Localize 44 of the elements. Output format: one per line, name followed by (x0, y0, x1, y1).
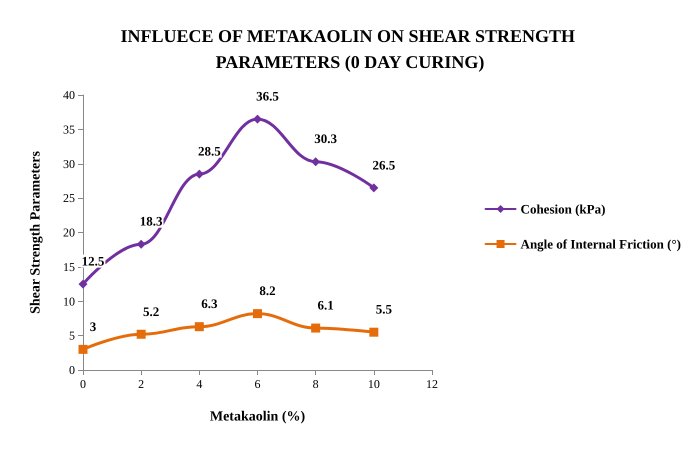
point (194, 170, 204, 179)
y-tick-label: 10 (63, 294, 75, 308)
x-tick-label: 2 (138, 377, 144, 391)
x-tick-label: 12 (426, 377, 438, 391)
x-tick-label: 4 (196, 377, 202, 391)
legend-label: Cohesion (kPa) (520, 202, 606, 216)
point (369, 328, 378, 337)
data-label: 26.5 (372, 157, 396, 172)
point (369, 183, 378, 192)
point (136, 240, 146, 249)
data-label: 3 (90, 318, 97, 334)
y-tick-label: 25 (63, 191, 75, 206)
y-tick-label: 20 (63, 226, 75, 240)
point (194, 322, 204, 332)
x-tick-label: 8 (312, 377, 319, 391)
x-tick-label: 10 (368, 377, 380, 391)
data-label: 8.2 (259, 283, 276, 298)
x-axis-title: Metakaolin (%) (210, 410, 306, 424)
x-tick-label: 6 (254, 377, 260, 391)
y-axis-title: Shear Strength Parameters (28, 150, 44, 314)
data-label: 36.5 (256, 88, 280, 104)
point (253, 114, 262, 124)
legend-label: Angle of Internal Friction (°) (520, 236, 682, 252)
data-label: 6.3 (201, 296, 218, 312)
x-tick-label: 0 (80, 377, 86, 391)
y-tick-label: 40 (63, 88, 75, 102)
point (136, 330, 146, 339)
chart-title: INFLUECE OF METAKAOLIN ON SHEAR STRENGTH PARAMETERS (0 DAY CURING) (120, 26, 580, 72)
data-label: 12.5 (82, 254, 105, 269)
y-tick-label: 30 (63, 156, 75, 171)
point (253, 309, 262, 318)
y-tick-label: 15 (63, 260, 75, 274)
y-tick-label: 35 (63, 122, 75, 136)
point (78, 344, 88, 354)
data-label: 5.5 (376, 302, 392, 317)
data-label: 18.3 (140, 214, 164, 229)
point (311, 324, 320, 333)
data-label: 6.1 (318, 298, 334, 313)
data-label: 28.5 (198, 144, 222, 159)
data-label: 30.3 (314, 131, 338, 146)
point (78, 280, 88, 289)
data-label: 5.2 (143, 304, 160, 319)
y-tick-label: 0 (69, 363, 75, 377)
y-tick-label: 5 (69, 328, 75, 343)
